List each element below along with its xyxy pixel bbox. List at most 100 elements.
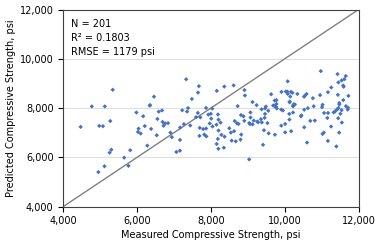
Point bbox=[231, 83, 237, 87]
Point bbox=[337, 112, 343, 116]
Point bbox=[100, 124, 106, 128]
Point bbox=[324, 116, 330, 120]
Point bbox=[213, 123, 219, 127]
Point bbox=[336, 101, 342, 105]
Point bbox=[302, 94, 308, 98]
Point bbox=[248, 116, 254, 120]
Point bbox=[287, 100, 293, 104]
Point bbox=[307, 119, 313, 123]
Point bbox=[144, 144, 150, 148]
Point bbox=[262, 112, 268, 116]
Point bbox=[247, 122, 253, 126]
Point bbox=[110, 88, 116, 92]
Point bbox=[218, 133, 224, 137]
Point bbox=[285, 79, 291, 83]
Point bbox=[135, 130, 141, 134]
Point bbox=[272, 133, 278, 137]
Point bbox=[317, 93, 323, 97]
Point bbox=[177, 125, 183, 129]
Point bbox=[136, 127, 142, 131]
Point bbox=[298, 114, 304, 118]
Point bbox=[215, 137, 221, 141]
Point bbox=[151, 95, 157, 99]
Point bbox=[310, 96, 316, 100]
Point bbox=[209, 107, 215, 111]
Point bbox=[173, 150, 179, 154]
Point bbox=[160, 124, 166, 128]
Point bbox=[78, 125, 84, 129]
Point bbox=[147, 103, 153, 107]
Point bbox=[184, 110, 190, 114]
Point bbox=[319, 132, 325, 136]
Point bbox=[246, 121, 252, 125]
Point bbox=[263, 105, 269, 108]
Point bbox=[268, 92, 274, 96]
Point bbox=[286, 112, 292, 116]
Point bbox=[181, 122, 187, 126]
Point bbox=[251, 119, 257, 123]
Point bbox=[195, 91, 201, 94]
Point bbox=[177, 149, 183, 153]
Point bbox=[147, 104, 153, 108]
Point bbox=[203, 106, 209, 110]
Point bbox=[288, 129, 294, 133]
Point bbox=[246, 157, 252, 161]
Point bbox=[290, 91, 296, 95]
Point bbox=[284, 90, 290, 93]
Point bbox=[339, 121, 345, 124]
Point bbox=[340, 98, 346, 102]
Point bbox=[254, 120, 260, 123]
Point bbox=[321, 131, 327, 135]
Point bbox=[292, 102, 298, 106]
Point bbox=[154, 133, 160, 137]
Point bbox=[319, 105, 325, 109]
Point bbox=[274, 107, 280, 110]
Point bbox=[234, 121, 240, 125]
Point bbox=[301, 125, 307, 129]
Point bbox=[148, 127, 154, 131]
Point bbox=[133, 110, 139, 114]
Point bbox=[229, 139, 235, 143]
Point bbox=[280, 108, 286, 112]
Point bbox=[193, 115, 199, 119]
Point bbox=[169, 135, 175, 139]
Point bbox=[287, 118, 293, 122]
Point bbox=[155, 110, 162, 114]
Point bbox=[242, 93, 248, 97]
Point bbox=[271, 104, 277, 108]
Point bbox=[154, 117, 160, 121]
Point bbox=[259, 121, 265, 124]
Point bbox=[290, 110, 296, 114]
Point bbox=[215, 147, 221, 151]
Point bbox=[179, 108, 185, 112]
Point bbox=[295, 92, 301, 96]
Point bbox=[258, 117, 264, 121]
Point bbox=[340, 84, 346, 88]
Point bbox=[278, 124, 284, 128]
Point bbox=[279, 90, 285, 94]
Point bbox=[311, 104, 317, 108]
Text: N = 201
R² = 0.1803
RMSE = 1179 psi: N = 201 R² = 0.1803 RMSE = 1179 psi bbox=[71, 19, 155, 57]
Point bbox=[328, 124, 334, 128]
Point bbox=[273, 98, 279, 102]
Point bbox=[215, 112, 221, 116]
Point bbox=[282, 122, 288, 126]
Point bbox=[247, 110, 253, 114]
Point bbox=[344, 108, 351, 111]
Point bbox=[266, 131, 272, 135]
Point bbox=[335, 116, 341, 120]
Point bbox=[339, 78, 345, 82]
Point bbox=[331, 110, 337, 114]
Point bbox=[273, 105, 279, 108]
Point bbox=[238, 113, 244, 117]
Point bbox=[335, 93, 341, 97]
Point bbox=[89, 105, 95, 108]
Point bbox=[265, 109, 271, 113]
Point bbox=[250, 100, 256, 104]
Point bbox=[335, 106, 341, 110]
Point bbox=[187, 123, 193, 127]
Point bbox=[328, 86, 334, 90]
Point bbox=[237, 138, 243, 142]
Point bbox=[254, 103, 260, 107]
Point bbox=[278, 108, 284, 112]
